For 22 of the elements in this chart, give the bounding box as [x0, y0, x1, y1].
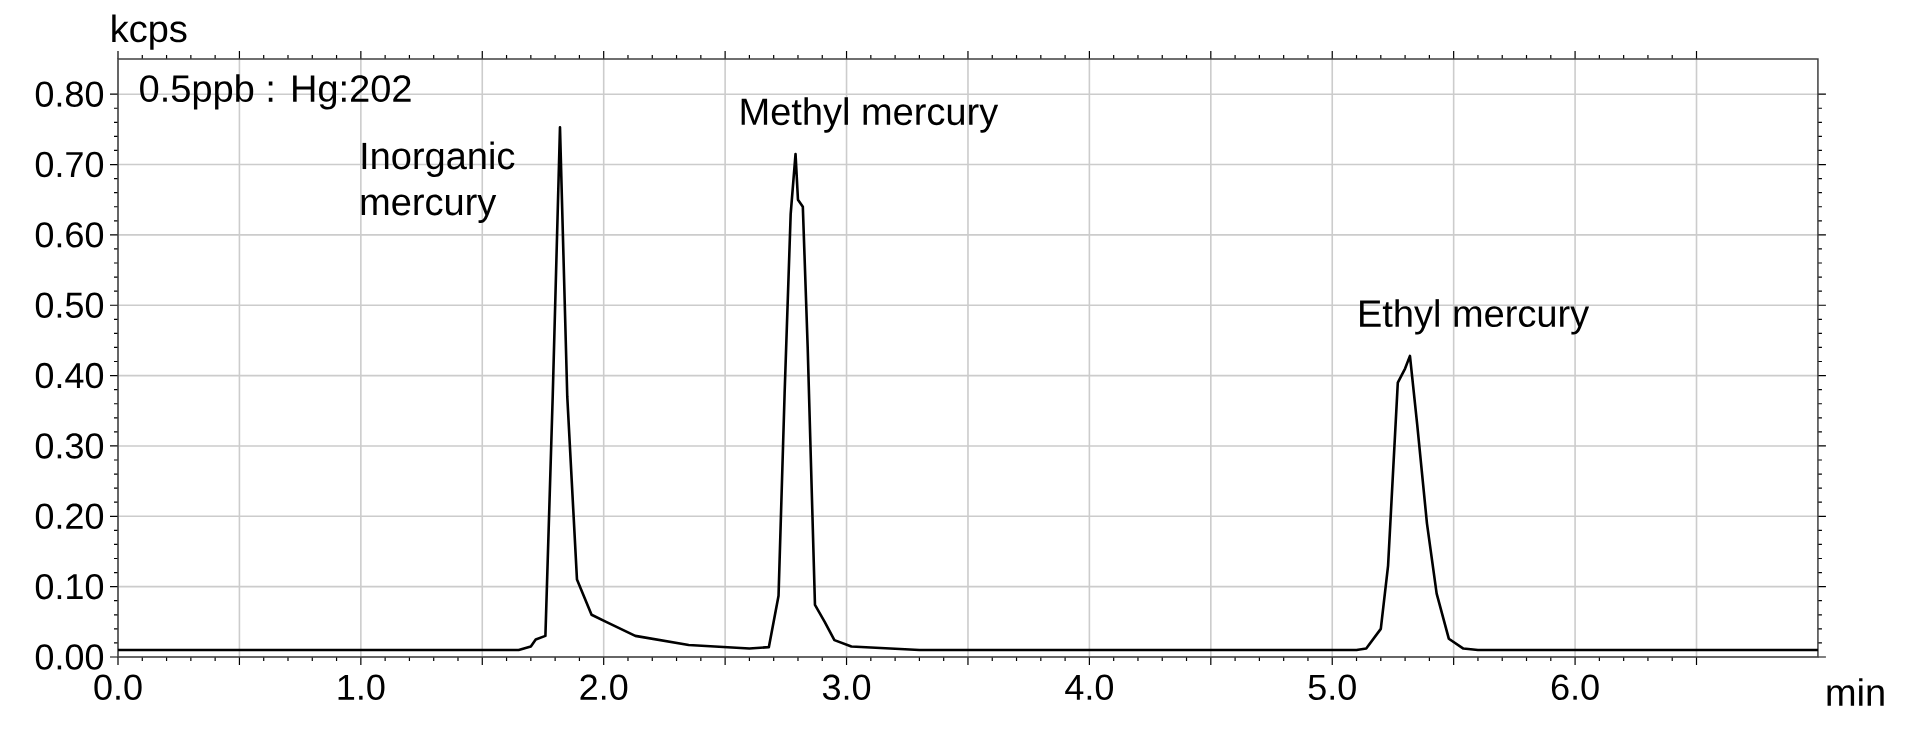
x-tick-label: 5.0	[1308, 674, 1356, 701]
y-tick-label: 0.10	[35, 573, 104, 600]
annotation: Methyl mercury	[741, 97, 999, 133]
x-tick-label: 3.0	[822, 674, 871, 701]
y-tick-label: 0.00	[35, 644, 104, 670]
y-tick-label: 0.30	[35, 433, 104, 459]
y-tick-label: 0.70	[35, 151, 104, 178]
y-tick-label: 0.80	[35, 81, 104, 107]
x-axis-title: min	[1827, 678, 1884, 706]
y-tick-label: 0.40	[35, 362, 104, 389]
annotation: Inorganic mercury	[361, 141, 515, 223]
annotation: Ethyl mercury	[1360, 299, 1590, 335]
x-tick-label: 0.0	[94, 674, 142, 701]
x-tick-label: 6.0	[1551, 674, 1599, 701]
y-tick-label: 0.20	[35, 503, 104, 530]
x-tick-label: 1.0	[338, 674, 385, 701]
y-tick-label: 0.60	[35, 222, 104, 248]
y-axis-title: kcps	[112, 14, 187, 50]
x-tick-label: 4.0	[1065, 674, 1114, 701]
annotation: 0.5ppb : Hg:202	[140, 74, 411, 110]
y-tick-label: 0.50	[35, 292, 104, 318]
x-tick-label: 2.0	[580, 674, 628, 701]
